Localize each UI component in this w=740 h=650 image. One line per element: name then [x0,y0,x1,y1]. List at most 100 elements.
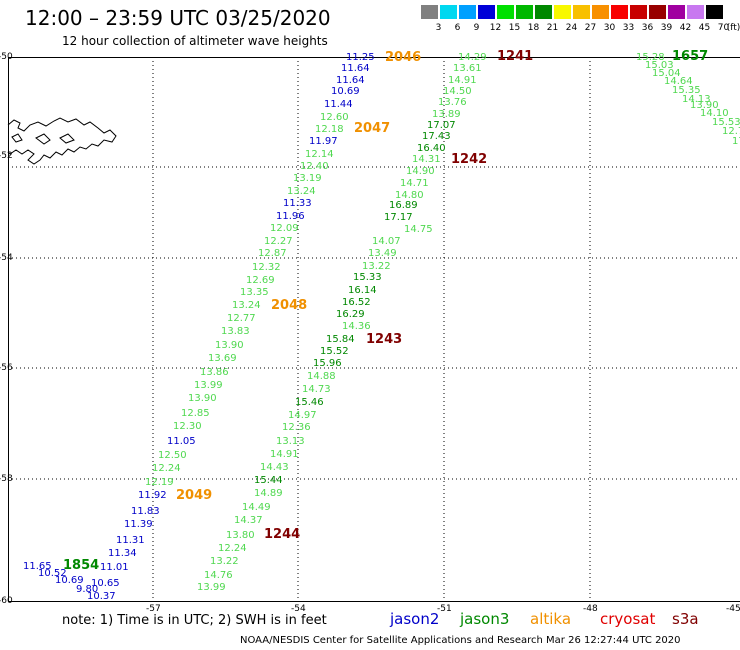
wave-height-label: 13.89 [432,109,461,120]
scale-label: 3 [435,23,442,33]
wave-height-label: 12.36 [282,422,311,433]
wave-height-label: 16.29 [336,309,365,320]
scale-label: 33 [622,23,635,33]
wave-height-label: 9.80 [76,584,99,595]
wave-height-label: 12.87 [258,248,287,259]
pass-number-jason3: 1657 [672,49,709,64]
wave-height-label: 11.65 [23,561,52,572]
wave-height-label: 14.31 [412,154,441,165]
lat-label-58: -58 [0,474,13,484]
wave-height-label: 11.34 [108,548,137,559]
map-plot-area [8,57,740,602]
scale-label: 36 [641,23,654,33]
wave-height-label: 10.69 [55,575,84,586]
wave-height-label: 14.89 [254,488,283,499]
wave-height-label: 13.69 [208,353,237,364]
map-subtitle: 12 hour collection of altimeter wave hei… [62,34,328,48]
pass-number-altika: 2048 [271,298,308,313]
wave-height-label: 12.27 [264,236,293,247]
scale-label: 9 [473,23,480,33]
falkland-islands-outline [7,117,117,165]
wave-height-label: 14.71 [400,178,429,189]
scale-swatch [687,5,704,19]
wave-height-label: 11.44 [324,99,353,110]
scale-swatch [440,5,457,19]
wave-height-label: 13.76 [438,97,467,108]
wave-height-label: 13.49 [368,248,397,259]
scale-label: 70 [717,23,730,33]
wave-height-label: 14.36 [342,321,371,332]
wave-height-label: 14.90 [406,166,435,177]
wave-height-label: 14.76 [204,570,233,581]
scale-swatch [516,5,533,19]
wave-height-label: 12.09 [270,223,299,234]
lon-label-51: -51 [437,604,452,614]
wave-height-label: 13.90 [188,393,217,404]
map-title: 12:00 – 23:59 UTC 03/25/2020 [25,6,331,30]
lon-label-45: -45 [726,604,740,614]
lat-label-54: -54 [0,253,13,263]
wave-height-label: 13.22 [362,261,391,272]
wave-height-label: 14.73 [302,384,331,395]
wave-height-label: 13.22 [210,556,239,567]
pass-number-s3a: 1243 [366,332,403,347]
footer-credit: NOAA/NESDIS Center for Satellite Applica… [240,635,681,646]
lat-label-52: -52 [0,151,13,161]
wave-height-label: 12.24 [152,463,181,474]
scale-label: 27 [584,23,597,33]
wave-height-label: 11.64 [336,75,365,86]
lat-label-50: -50 [0,52,13,62]
wave-height-label: 15.84 [326,334,355,345]
scale-label: 18 [527,23,540,33]
wave-height-label: 12.32 [252,262,281,273]
lon-label-48: -48 [583,604,598,614]
wave-height-label: 13.90 [215,340,244,351]
wave-height-label: 14.10 [700,108,729,119]
wave-height-label: 14.91 [270,449,299,460]
scale-swatch [630,5,647,19]
wave-height-label: 12.60 [320,112,349,123]
wave-height-label: 11.83 [131,506,160,517]
pass-number-s3a: 1244 [264,527,301,542]
wave-height-label: 14.80 [395,190,424,201]
wave-height-label: 13.35 [240,287,269,298]
wave-height-label: 13.86 [200,367,229,378]
scale-swatch [535,5,552,19]
legend-jason3: jason3 [460,610,510,628]
wave-height-label: 11.33 [283,198,312,209]
wave-height-label: 14.13 [682,94,711,105]
wave-height-label: 13.99 [194,380,223,391]
wave-height-label: 14.43 [260,462,289,473]
wave-height-label: 11.39 [124,519,153,530]
wave-height-label: 13.90 [690,100,719,111]
wave-height-label: 10.52 [38,568,67,579]
lon-label-57: -57 [146,604,161,614]
pass-number-altika: 2047 [354,121,391,136]
wave-height-label: 11.31 [116,535,145,546]
wave-height-label: 14.29 [458,52,487,63]
wave-height-label: 16.52 [342,297,371,308]
scale-label: 24 [565,23,578,33]
scale-label: 15 [508,23,521,33]
wave-height-label: 16.14 [348,285,377,296]
wave-height-label: 11.96 [276,211,305,222]
wave-height-label: 12.18 [315,124,344,135]
scale-label: 42 [679,23,692,33]
lat-label-60: -60 [0,596,13,606]
lat-label-56: -56 [0,363,13,373]
wave-height-label: 15.28 [636,52,665,63]
wave-height-label: 15.53 [712,117,740,128]
wave-height-label: 14.07 [372,236,401,247]
wave-height-label: 11.05 [167,436,196,447]
wave-height-label: 15.44 [254,475,283,486]
pass-number-altika: 2046 [385,50,422,65]
wave-height-label: 12.85 [181,408,210,419]
wave-height-label: 14.97 [288,410,317,421]
wave-height-label: 11.92 [138,490,167,501]
scale-swatch [592,5,609,19]
wave-height-label: 15.33 [353,272,382,283]
wave-height-label: 14.88 [307,371,336,382]
wave-height-label: 12.69 [246,275,275,286]
scale-swatch [668,5,685,19]
